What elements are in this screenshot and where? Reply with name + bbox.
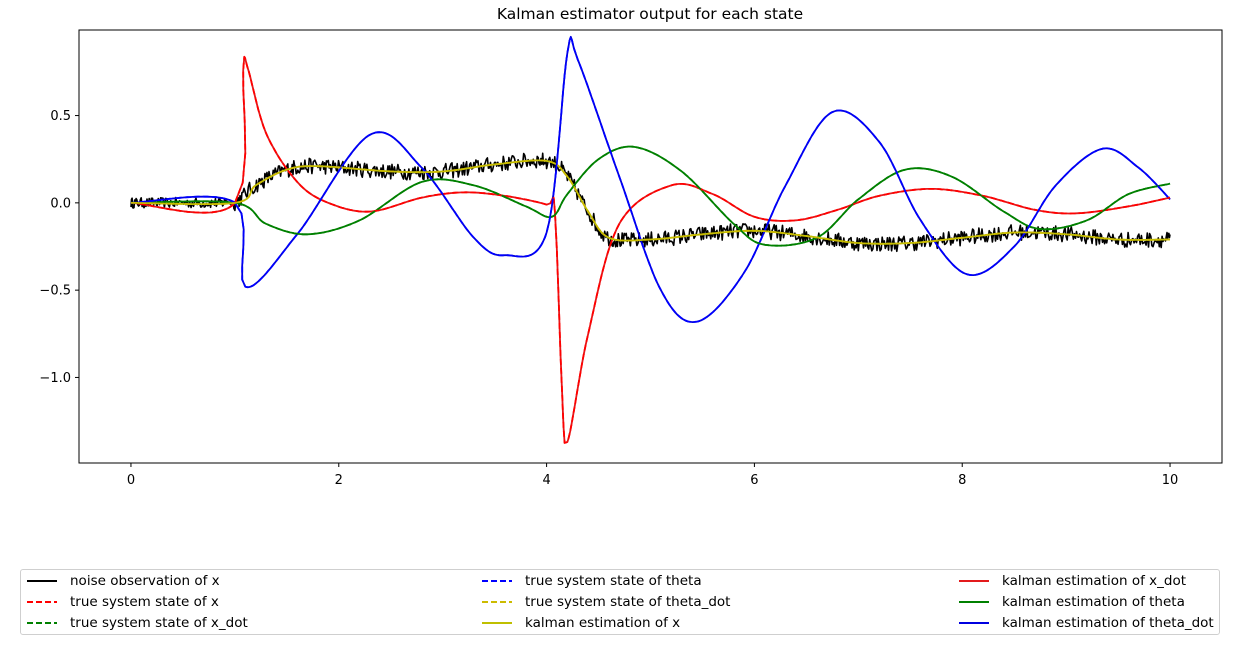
y-tick-label: −0.5 <box>39 284 71 299</box>
y-tick-label: −1.0 <box>39 371 71 386</box>
series-line-true-system-state-of-x-dot <box>130 145 1171 247</box>
legend-item-kalman-estimation-of-x-dot: kalman estimation of x_dot <box>958 571 1186 591</box>
series-line-kalman-estimation-of-theta-dot <box>130 35 1171 323</box>
legend-label: true system state of x <box>70 594 219 610</box>
legend-swatch <box>482 580 512 582</box>
x-tick-label: 8 <box>958 473 966 488</box>
axes: 0 2 4 6 8 10 0.5 0.0 −0.5 −1.0 <box>39 29 1223 488</box>
legend-label: kalman estimation of theta_dot <box>1002 615 1214 631</box>
legend-label: true system state of x_dot <box>70 615 248 631</box>
legend-item-true-system-state-of-x-dot: true system state of x_dot <box>26 613 248 633</box>
legend-label: noise observation of x <box>70 573 220 589</box>
series-line-kalman-estimation-of-x-dot <box>131 55 1171 444</box>
legend-swatch <box>959 601 989 603</box>
y-tick-label: 0.0 <box>50 196 71 211</box>
plot-frame <box>78 29 1223 464</box>
legend-swatch <box>959 622 989 624</box>
legend-swatch <box>27 622 57 624</box>
chart-title: Kalman estimator output for each state <box>496 5 804 23</box>
legend-label: kalman estimation of theta <box>1002 594 1185 610</box>
plot-area: 0 2 4 6 8 10 0.5 0.0 −0.5 −1.0 <box>39 29 1223 488</box>
series-lines <box>130 35 1171 444</box>
x-tick-label: 2 <box>335 473 343 488</box>
x-tick-label: 10 <box>1162 473 1179 488</box>
legend-label: true system state of theta <box>525 573 702 589</box>
legend: noise observation of x true system state … <box>20 569 1220 635</box>
legend-item-kalman-estimation-of-theta: kalman estimation of theta <box>958 592 1185 612</box>
series-line-true-system-state-of-theta-dot <box>131 159 1170 245</box>
legend-swatch <box>27 601 57 603</box>
series-line-true-system-state-of-theta <box>130 35 1171 323</box>
legend-swatch <box>27 580 57 582</box>
legend-swatch <box>482 622 512 624</box>
legend-item-kalman-estimation-of-theta-dot: kalman estimation of theta_dot <box>958 613 1214 633</box>
x-tick-label: 6 <box>750 473 758 488</box>
x-tick-label: 0 <box>127 473 135 488</box>
legend-item-true-system-state-of-x: true system state of x <box>26 592 219 612</box>
series-line-true-system-state-of-x <box>131 55 1171 444</box>
legend-item-true-system-state-of-theta: true system state of theta <box>481 571 702 591</box>
legend-label: kalman estimation of x_dot <box>1002 573 1186 589</box>
legend-label: kalman estimation of x <box>525 615 681 631</box>
legend-swatch <box>482 601 512 603</box>
legend-item-kalman-estimation-of-x: kalman estimation of x <box>481 613 680 633</box>
x-tick-label: 4 <box>542 473 550 488</box>
legend-item-noise-observation-of-x: noise observation of x <box>26 571 220 591</box>
legend-item-true-system-state-of-theta-dot: true system state of theta_dot <box>481 592 730 612</box>
y-tick-label: 0.5 <box>50 109 71 124</box>
legend-label: true system state of theta_dot <box>525 594 731 610</box>
legend-swatch <box>959 580 989 582</box>
